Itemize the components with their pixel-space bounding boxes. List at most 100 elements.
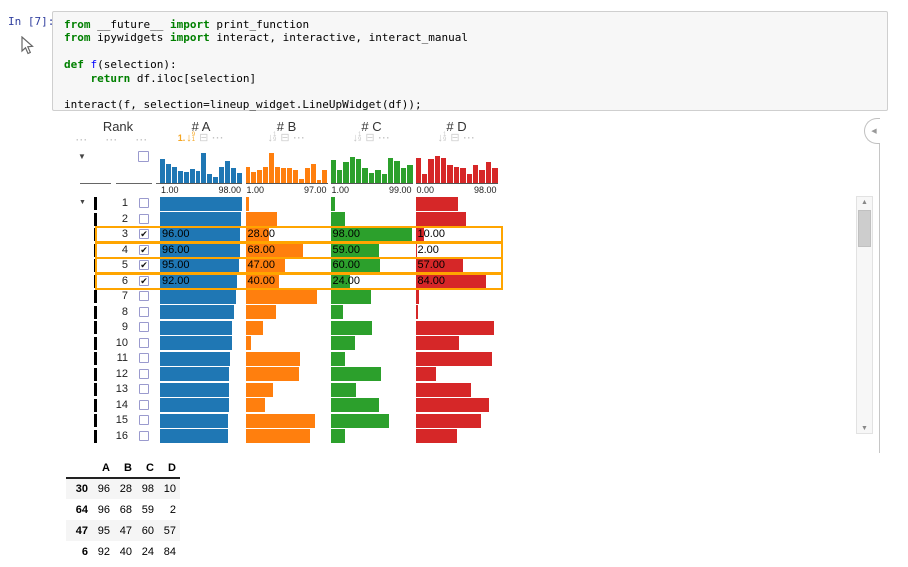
column-header-D[interactable]: # D xyxy=(446,119,467,134)
row-bar-D xyxy=(415,382,471,397)
scrollbar-thumb[interactable] xyxy=(858,210,871,247)
row-bar-D xyxy=(415,196,459,211)
cell-prompt: In [7]: xyxy=(8,15,55,28)
rank-column-header[interactable]: Rank xyxy=(102,119,134,134)
sort-icon-B[interactable]: ↓ 1 9 xyxy=(267,132,277,144)
column-header-A[interactable]: # A xyxy=(191,119,211,134)
sort-digit-bottom: 9 xyxy=(272,137,277,143)
row-checkbox[interactable] xyxy=(139,306,149,317)
hist-min-label-C: 1.00 xyxy=(331,185,350,195)
more-options-icon-selection[interactable]: ··· xyxy=(136,135,148,145)
df-cell: 92 xyxy=(97,545,110,558)
row-rank: 8 xyxy=(121,305,128,318)
row-marker xyxy=(94,228,97,241)
scroll-down-button[interactable]: ▼ xyxy=(861,425,868,432)
hist-bin xyxy=(421,174,428,183)
more-options-icon-B[interactable]: ··· xyxy=(293,133,306,143)
group-icon-C[interactable]: ⊟ xyxy=(365,132,375,144)
df-cell: 47 xyxy=(119,524,132,537)
summary-caret-icon[interactable]: ▼ xyxy=(78,152,86,161)
row-checkbox[interactable] xyxy=(139,353,149,363)
group-icon-A[interactable]: ⊟ xyxy=(199,132,209,144)
hist-bin xyxy=(165,164,171,183)
row-marker xyxy=(94,243,97,257)
row-checkbox[interactable] xyxy=(139,322,149,332)
row-marker xyxy=(94,398,97,412)
row-value-label: 95.00 xyxy=(162,259,190,271)
hist-bin xyxy=(207,174,213,183)
row-checkbox[interactable]: ✔ xyxy=(139,229,149,239)
code-editor[interactable]: from __future__ import print_function fr… xyxy=(64,18,469,112)
row-checkbox[interactable] xyxy=(139,337,149,348)
sort-icon-C[interactable]: ↓ 1 9 xyxy=(352,132,361,144)
row-checkbox[interactable]: ✔ xyxy=(139,260,149,270)
sort-priority-badge: 1. xyxy=(177,133,186,143)
more-options-icon-rank[interactable]: ··· xyxy=(106,135,118,145)
df-cell: 84 xyxy=(163,545,176,558)
row-bar-A xyxy=(160,196,242,211)
hist-bin xyxy=(415,157,421,183)
hist-bin xyxy=(473,165,479,183)
hist-bin xyxy=(225,160,231,183)
row-checkbox[interactable] xyxy=(139,291,149,301)
hist-bin xyxy=(195,171,201,183)
row-checkbox[interactable]: ✔ xyxy=(139,275,149,286)
df-index: 30 xyxy=(75,483,88,495)
sort-digit-top: 9 xyxy=(191,132,196,138)
row-bar-D xyxy=(415,258,464,273)
sort-icon-A[interactable]: 1. ↓ 9 1 xyxy=(177,132,196,144)
row-marker xyxy=(94,336,97,350)
hist-bin xyxy=(330,159,336,183)
row-checkbox[interactable] xyxy=(139,430,149,441)
column-header-C[interactable]: # C xyxy=(361,119,382,134)
row-value-label: 59.00 xyxy=(332,243,361,256)
more-options-icon-aggregate[interactable]: ··· xyxy=(76,135,88,145)
more-options-icon-D[interactable]: ··· xyxy=(463,133,476,143)
summary-underline-0 xyxy=(80,183,111,184)
hist-bin xyxy=(388,158,394,183)
more-options-icon-A[interactable]: ··· xyxy=(212,133,225,143)
column-header-B[interactable]: # B xyxy=(276,119,297,134)
hist-bin xyxy=(453,166,460,183)
group-icon-D[interactable]: ⊟ xyxy=(450,132,460,144)
row-bar-A xyxy=(160,258,240,273)
row-bar-A xyxy=(160,367,230,381)
df-row: 6 92 40 24 84 xyxy=(66,541,180,562)
row-checkbox[interactable] xyxy=(139,198,149,208)
row-bar-A xyxy=(160,212,242,226)
row-bar-B xyxy=(245,274,280,288)
code-cell[interactable]: from __future__ import print_function fr… xyxy=(52,11,888,111)
sort-icon-D[interactable]: ↓ 1 9 xyxy=(437,132,446,144)
df-cell: 59 xyxy=(141,503,154,516)
row-value-label: 98.00 xyxy=(332,228,361,240)
scrollbar[interactable] xyxy=(856,196,873,434)
row-caret-icon[interactable]: ▼ xyxy=(79,199,86,206)
row-bar-B xyxy=(245,212,277,226)
hist-bin xyxy=(434,156,441,183)
row-checkbox[interactable] xyxy=(139,415,149,425)
sort-arrow-icon: ↓ xyxy=(352,132,358,144)
row-rank: 7 xyxy=(121,290,128,302)
row-bar-A xyxy=(160,305,234,319)
row-checkbox[interactable] xyxy=(139,213,149,224)
row-checkbox[interactable] xyxy=(139,384,149,394)
row-marker xyxy=(94,321,97,334)
hist-bin xyxy=(316,180,322,183)
df-index: 6 xyxy=(81,545,88,558)
row-checkbox[interactable]: ✔ xyxy=(139,244,149,255)
scroll-up-button[interactable]: ▲ xyxy=(861,199,868,206)
panel-collapse-button[interactable]: ◀ xyxy=(864,118,880,144)
row-rank: 14 xyxy=(115,398,128,411)
row-checkbox[interactable] xyxy=(139,368,149,379)
row-rank: 10 xyxy=(115,336,128,349)
select-all-checkbox[interactable] xyxy=(138,151,149,162)
hist-bin xyxy=(269,153,275,183)
group-icon-B[interactable]: ⊟ xyxy=(280,132,290,144)
row-bar-C xyxy=(330,320,372,335)
df-index-header xyxy=(66,460,92,478)
panel-border xyxy=(879,120,880,453)
more-options-icon-C[interactable]: ··· xyxy=(378,133,391,143)
row-checkbox[interactable] xyxy=(139,399,149,410)
row-bar-C xyxy=(330,382,357,397)
